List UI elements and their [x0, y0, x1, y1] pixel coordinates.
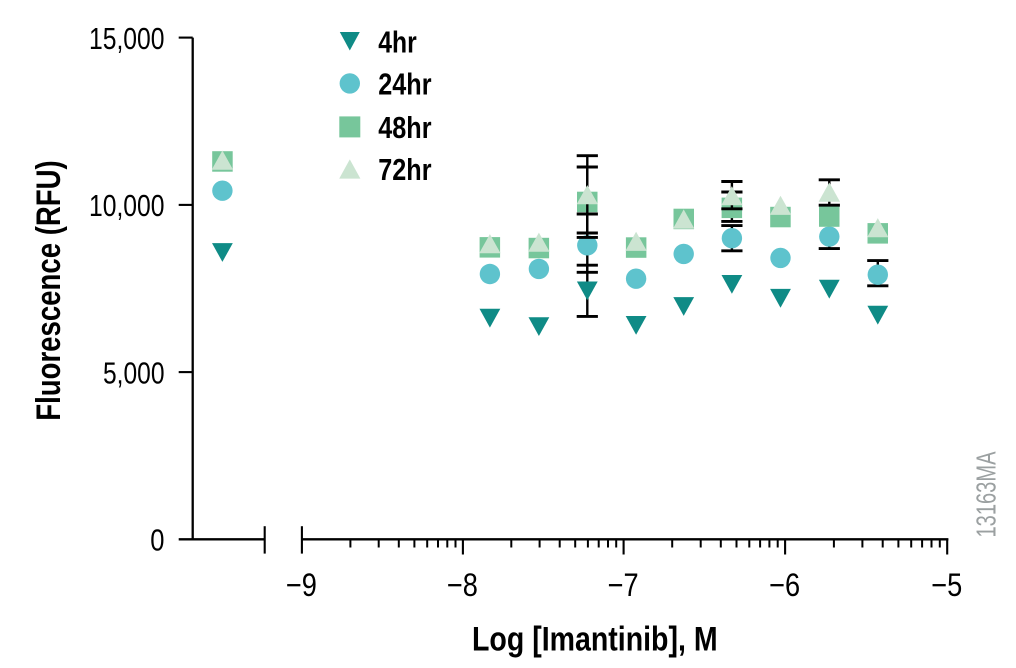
svg-text:−8: −8 [447, 567, 478, 603]
svg-text:24hr: 24hr [378, 66, 431, 101]
svg-text:−6: −6 [769, 567, 800, 603]
svg-text:Log [Imantinib], M: Log [Imantinib], M [472, 620, 718, 658]
svg-text:48hr: 48hr [378, 110, 431, 145]
svg-text:−5: −5 [931, 567, 962, 603]
svg-text:15,000: 15,000 [89, 21, 165, 56]
svg-text:13163MA: 13163MA [971, 451, 1002, 537]
svg-text:10,000: 10,000 [89, 188, 165, 223]
svg-text:72hr: 72hr [378, 152, 431, 187]
svg-text:5,000: 5,000 [103, 355, 165, 390]
svg-text:Fluorescence (RFU): Fluorescence (RFU) [30, 160, 68, 421]
svg-text:−7: −7 [608, 567, 639, 603]
svg-text:−9: −9 [286, 567, 317, 603]
svg-text:4hr: 4hr [378, 24, 416, 59]
svg-text:0: 0 [150, 523, 164, 558]
